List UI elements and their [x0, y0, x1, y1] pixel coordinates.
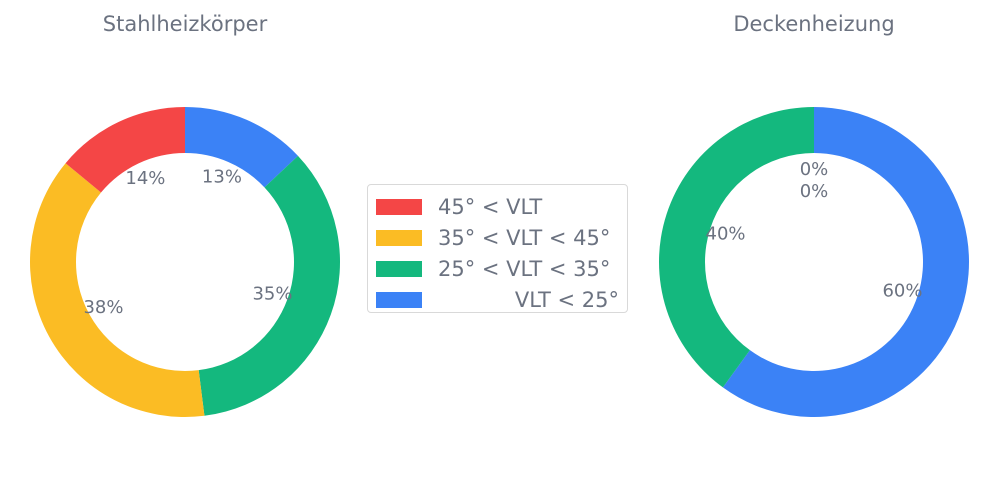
legend-item: VLT < 25° [376, 284, 619, 315]
chart-title-left: Stahlheizkörper [103, 12, 268, 36]
donut-slice [722, 107, 970, 418]
legend-label: 45° < VLT [438, 194, 543, 219]
legend-label: 25° < VLT < 35° [438, 256, 611, 281]
slice-label: 40% [706, 223, 746, 244]
legend-item: 25° < VLT < 35° [376, 253, 619, 284]
donut-slice [65, 107, 185, 193]
donut-slice [198, 155, 341, 416]
slice-label: 0% [800, 159, 829, 180]
legend-swatch-green [376, 260, 422, 277]
legend-swatch-red [376, 198, 422, 215]
slice-label: 0% [800, 181, 829, 202]
donut-left: 13% 35% 38% 14% [30, 107, 341, 417]
slice-label: 13% [202, 167, 242, 188]
donut-slice [30, 163, 205, 417]
slice-label: 14% [125, 168, 165, 189]
donut-slice [185, 107, 298, 188]
donut-right: 60% 40% 0%0% [659, 107, 970, 418]
legend-swatch-yellow [376, 229, 422, 246]
slice-label: 60% [882, 281, 922, 302]
chart-title-right: Deckenheizung [733, 12, 894, 36]
legend: 45° < VLT 35° < VLT < 45° 25° < VLT < 35… [367, 184, 628, 313]
legend-swatch-blue [376, 291, 422, 308]
legend-label: VLT < 25° [514, 287, 619, 312]
legend-item: 45° < VLT [376, 191, 619, 222]
slice-label: 35% [252, 284, 292, 305]
legend-label: 35° < VLT < 45° [438, 225, 611, 250]
donut-slice [659, 107, 814, 388]
legend-item: 35° < VLT < 45° [376, 222, 619, 253]
slice-label: 38% [83, 297, 123, 318]
